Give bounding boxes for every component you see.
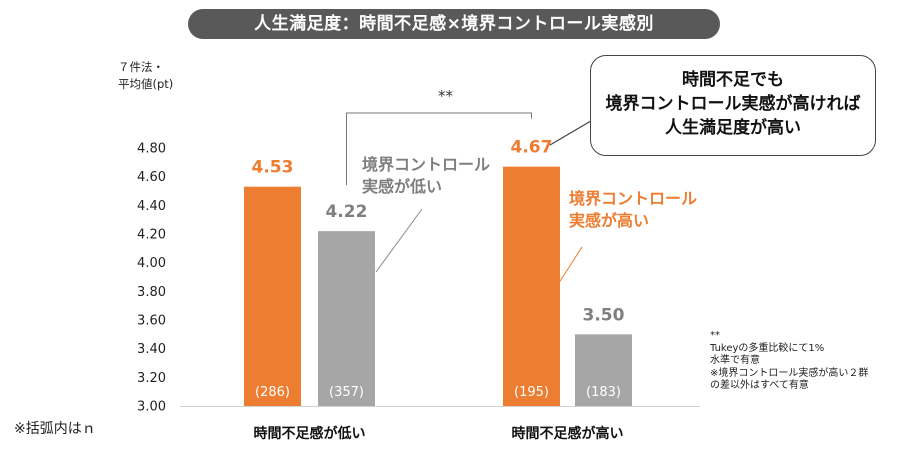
significance-note: ** Tukeyの多重比較にて1% 水準で有意 ※境界コントロール実感が高い２群… bbox=[710, 330, 868, 393]
y-axis-unit-line1: ７件法・ bbox=[118, 60, 164, 74]
significance-mark: ** bbox=[438, 87, 453, 105]
bar-n-label: (183) bbox=[586, 385, 621, 400]
bar-value-label: 4.53 bbox=[252, 158, 294, 178]
bar-value-label: 4.67 bbox=[511, 138, 553, 158]
category-label: 時間不足感が高い bbox=[512, 425, 624, 442]
y-tick-label: 4.60 bbox=[137, 170, 166, 185]
note-line1: ** bbox=[710, 330, 720, 341]
bar-high-control bbox=[244, 186, 301, 406]
bar-low-control bbox=[575, 334, 632, 406]
callout-line1: 時間不足でも bbox=[682, 70, 784, 90]
callout-line2: 境界コントロール実感が高ければ bbox=[605, 94, 861, 114]
annotation-high-line2: 実感が高い bbox=[569, 211, 650, 230]
y-tick-label: 4.20 bbox=[137, 228, 166, 243]
note-line4: ※境界コントロール実感が高い２群 bbox=[710, 367, 869, 379]
annotation-low-line1: 境界コントロール bbox=[362, 155, 491, 174]
callout-pointer-line bbox=[549, 117, 597, 146]
y-tick-label: 4.00 bbox=[137, 256, 166, 271]
y-tick-label: 3.80 bbox=[137, 285, 166, 300]
bar-high-control bbox=[503, 166, 560, 406]
y-tick-label: 4.40 bbox=[137, 199, 166, 214]
y-tick-label: 3.40 bbox=[137, 342, 166, 357]
category-label: 時間不足感が低い bbox=[254, 425, 366, 442]
y-tick-label: 3.20 bbox=[137, 371, 166, 386]
bar-value-label: 3.50 bbox=[583, 305, 625, 325]
footnote: ※括弧内はｎ bbox=[14, 421, 96, 437]
bar-low-control bbox=[318, 231, 375, 406]
y-axis-unit-line2: 平均値(pt) bbox=[118, 77, 174, 91]
callout-line3: 人生満足度が高い bbox=[665, 118, 801, 138]
bar-n-label: (195) bbox=[514, 385, 549, 400]
annotation-high-control: 境界コントロール 実感が高い bbox=[569, 188, 697, 232]
chart-title: 人生満足度：時間不足感×境界コントロール実感別 bbox=[188, 9, 720, 39]
annotation-low-leader bbox=[375, 208, 423, 273]
annotation-high-leader bbox=[547, 246, 583, 301]
bar-n-label: (357) bbox=[329, 385, 364, 400]
annotation-low-control: 境界コントロール 実感が低い bbox=[362, 154, 490, 198]
bar-n-label: (286) bbox=[255, 385, 290, 400]
bar-value-label: 4.22 bbox=[326, 202, 368, 222]
note-line5: の差以外はすべて有意 bbox=[710, 380, 809, 391]
callout-box: 時間不足でも 境界コントロール実感が高ければ 人生満足度が高い bbox=[590, 55, 876, 156]
annotation-low-line2: 実感が低い bbox=[362, 177, 443, 196]
y-axis-unit: ７件法・ 平均値(pt) bbox=[118, 59, 173, 93]
annotation-high-line1: 境界コントロール bbox=[569, 189, 698, 208]
note-line2: Tukeyの多重比較にて1% bbox=[710, 342, 825, 354]
note-line3: 水準で有意 bbox=[710, 355, 760, 366]
significance-bracket bbox=[346, 112, 532, 186]
y-tick-label: 3.60 bbox=[137, 314, 166, 329]
y-tick-label: 4.80 bbox=[137, 142, 166, 157]
y-tick-label: 3.00 bbox=[137, 400, 166, 415]
